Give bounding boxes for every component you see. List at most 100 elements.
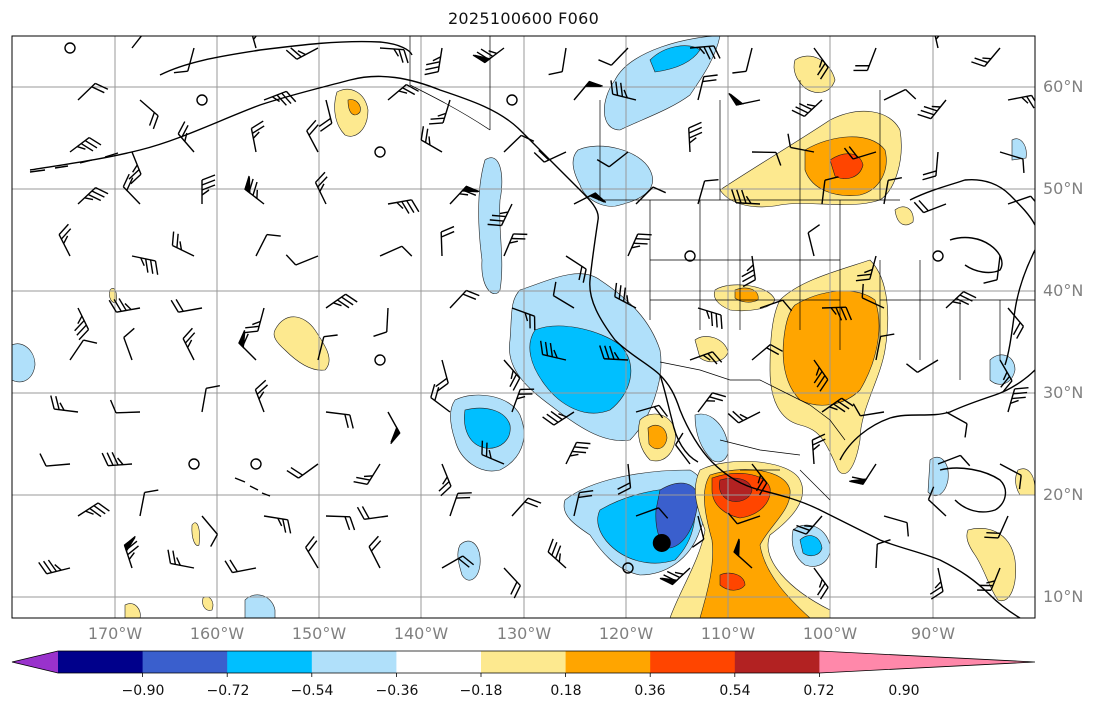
colorbar-label-p018: 0.18 [550, 683, 582, 699]
neg-region-sw-lobe-core [464, 407, 511, 449]
colorbar-label-n036: −0.36 [375, 683, 419, 699]
wind-barbs-layer [38, 36, 1035, 600]
wind-barb [435, 359, 449, 392]
wind-barb [449, 492, 472, 517]
colorbar-label-n072: −0.72 [206, 683, 250, 699]
gulf-coast [839, 369, 1035, 461]
wind-barb [38, 559, 71, 575]
wind-barb [849, 463, 877, 485]
aleutians [29, 152, 119, 173]
colorbar-segment [565, 651, 651, 673]
wind-barb [731, 189, 761, 205]
wind-barb [689, 351, 723, 365]
wind-barb [173, 47, 195, 74]
wind-barb [732, 47, 753, 74]
wind-barb [659, 567, 691, 586]
wind-barb [565, 255, 587, 283]
colorbar-label-n054: −0.54 [290, 683, 334, 699]
wind-barb [123, 535, 139, 569]
wind-barb [931, 36, 943, 49]
colorbar-label-p036: 0.36 [634, 683, 666, 699]
colorbar-label-p072: 0.72 [803, 683, 835, 699]
pos-region-west-gulf-core [347, 99, 361, 116]
wind-barb [1007, 307, 1025, 339]
wind-barb [420, 126, 443, 153]
alaska-canada-border [409, 36, 491, 131]
wind-barb [58, 223, 72, 257]
wind-barb [188, 458, 200, 470]
wind-barb [286, 463, 319, 479]
wind-barb [598, 47, 629, 66]
wind-barb [610, 80, 637, 101]
colorbar-label-p054: 0.54 [719, 683, 751, 699]
wind-barb [244, 175, 265, 205]
shading-layer [12, 36, 1035, 618]
wind-barb [813, 47, 829, 80]
wind-barb [254, 379, 269, 413]
wind-barb [238, 330, 257, 361]
wind-barb [813, 359, 829, 392]
wind-barb [727, 512, 761, 525]
wind-barb [999, 359, 1013, 393]
neg-region-far-west [12, 343, 36, 383]
wind-barb [697, 307, 723, 329]
wind-barb [379, 47, 409, 64]
wind-barb [201, 174, 216, 204]
wind-barb [472, 47, 505, 64]
wind-barb [325, 515, 356, 531]
wind-barb [883, 177, 902, 205]
graticule [12, 36, 1035, 618]
lat-label-10: 10°N [1043, 587, 1084, 606]
wind-barb [201, 385, 220, 413]
wind-barb [573, 192, 607, 205]
wind-barb [255, 233, 281, 257]
wind-barb [617, 463, 632, 495]
wind-barb [449, 185, 480, 205]
neg-region-labrador [1011, 138, 1027, 161]
wind-barb [813, 567, 829, 600]
colorbar-segment [58, 651, 144, 673]
wind-barb [906, 359, 939, 373]
wind-barb [727, 410, 761, 424]
colorbar-segment [734, 651, 820, 673]
wind-barb [917, 99, 947, 120]
wind-barb [77, 82, 109, 101]
wind-barb [201, 515, 219, 547]
wind-barb [511, 388, 535, 413]
pos-region-southern-plains-core [782, 290, 880, 406]
wind-barb [50, 395, 79, 413]
wind-barb [811, 433, 826, 465]
wind-barb [325, 293, 358, 309]
wind-barb [852, 403, 885, 417]
lat-label-50: 50°N [1043, 179, 1084, 198]
lon-label-170w: 170°W [87, 624, 143, 643]
wind-barb [689, 45, 721, 60]
pos-region-small-3 [124, 603, 141, 618]
wind-barb [1007, 94, 1035, 109]
wind-barb [387, 83, 419, 101]
lat-label-20: 20°N [1043, 485, 1084, 504]
colorbar-label-n018: −0.18 [459, 683, 503, 699]
lon-label-100w: 100°W [802, 624, 858, 643]
lon-label-130w: 130°W [496, 624, 552, 643]
wind-barb [599, 345, 629, 361]
wind-barb [196, 94, 208, 106]
wind-barb [945, 411, 968, 438]
wind-barb [733, 538, 753, 569]
colorbar-extend-max [819, 651, 1035, 673]
wind-barb [821, 306, 853, 321]
lon-label-110w: 110°W [700, 624, 756, 643]
neg-region-south-pac-2 [244, 594, 276, 618]
wind-barb [64, 42, 76, 54]
mexico-states [719, 439, 831, 501]
wind-barb [69, 136, 102, 153]
wind-barb [792, 515, 823, 535]
wind-barb [627, 233, 652, 257]
wind-barb [317, 334, 338, 361]
wind-barb [131, 255, 159, 275]
wind-barb [791, 99, 823, 117]
wind-barb [503, 134, 535, 153]
wind-barb [999, 463, 1022, 490]
baja-coast [659, 374, 699, 463]
wind-barb [248, 36, 260, 49]
